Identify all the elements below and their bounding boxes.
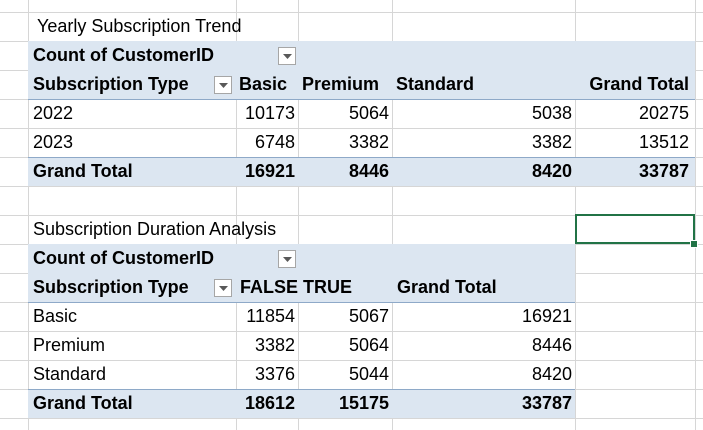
row-label: 2023 bbox=[33, 132, 74, 152]
pivot-header-band bbox=[28, 70, 695, 99]
pivot-title: Yearly Subscription Trend bbox=[37, 16, 242, 36]
table-cell: 18612 bbox=[244, 393, 295, 413]
table-cell: 5044 bbox=[348, 364, 389, 384]
row-label: 2022 bbox=[33, 103, 74, 123]
row-label: Grand Total bbox=[33, 393, 133, 413]
row-gridline bbox=[0, 12, 703, 13]
pivot-header-band bbox=[28, 41, 695, 70]
pivot-header-band bbox=[28, 273, 575, 302]
row-gridline bbox=[0, 331, 703, 332]
table-cell: 3376 bbox=[254, 364, 295, 384]
chevron-down-icon bbox=[219, 83, 228, 88]
row-field-label: Subscription Type bbox=[33, 277, 189, 297]
row-label: Standard bbox=[33, 364, 107, 384]
row-label: Basic bbox=[33, 306, 78, 326]
row-label: Grand Total bbox=[33, 161, 133, 181]
table-cell: 3382 bbox=[348, 132, 389, 152]
table-cell: 15175 bbox=[338, 393, 389, 413]
table-cell: 3382 bbox=[531, 132, 572, 152]
pivot-total-border bbox=[28, 389, 575, 390]
pivot-title: Subscription Duration Analysis bbox=[33, 219, 277, 239]
table-cell: 5064 bbox=[348, 335, 389, 355]
table-cell: 11854 bbox=[246, 306, 295, 326]
table-cell: 8420 bbox=[531, 364, 572, 384]
row-field-label: Subscription Type bbox=[33, 74, 189, 94]
pivot-header-band bbox=[28, 244, 575, 273]
pivot-header-border bbox=[28, 99, 695, 100]
table-cell: 5064 bbox=[348, 103, 389, 123]
row-gridline bbox=[0, 418, 703, 419]
table-cell: 20275 bbox=[638, 103, 689, 123]
column-header: Basic bbox=[239, 74, 288, 94]
table-cell: 8446 bbox=[531, 335, 572, 355]
pivot-total-band bbox=[28, 389, 575, 418]
column-filter-dropdown[interactable] bbox=[278, 250, 296, 268]
table-cell: 33787 bbox=[638, 161, 689, 181]
table-cell: 10173 bbox=[244, 103, 295, 123]
table-cell: 3382 bbox=[254, 335, 295, 355]
pivot-header-border bbox=[28, 302, 575, 303]
row-label: Premium bbox=[33, 335, 106, 355]
table-cell: 6748 bbox=[254, 132, 295, 152]
column-filter-dropdown[interactable] bbox=[278, 47, 296, 65]
chevron-down-icon bbox=[219, 286, 228, 291]
fill-handle[interactable] bbox=[690, 240, 698, 248]
column-header: TRUE bbox=[303, 277, 352, 297]
row-filter-dropdown[interactable] bbox=[214, 76, 232, 94]
pivot-total-band bbox=[28, 157, 695, 186]
value-field-label: Count of CustomerID bbox=[33, 248, 214, 268]
active-cell-selection[interactable] bbox=[575, 214, 695, 244]
table-cell: 13512 bbox=[638, 132, 689, 152]
table-cell: 5038 bbox=[531, 103, 572, 123]
row-gridline bbox=[0, 215, 703, 216]
value-field-label: Count of CustomerID bbox=[33, 45, 214, 65]
row-filter-dropdown[interactable] bbox=[214, 279, 232, 297]
table-cell: 8420 bbox=[531, 161, 572, 181]
table-cell: 16921 bbox=[521, 306, 572, 326]
column-header: Standard bbox=[396, 74, 475, 94]
table-cell: 33787 bbox=[521, 393, 572, 413]
chevron-down-icon bbox=[283, 54, 292, 59]
row-gridline bbox=[0, 128, 703, 129]
pivot-total-border bbox=[28, 157, 695, 158]
column-header: FALSE bbox=[240, 277, 299, 297]
row-gridline bbox=[0, 186, 703, 187]
column-header: Premium bbox=[302, 74, 380, 94]
column-header: Grand Total bbox=[397, 277, 497, 297]
row-gridline bbox=[0, 360, 703, 361]
table-cell: 5067 bbox=[348, 306, 389, 326]
column-header: Grand Total bbox=[589, 74, 689, 94]
table-cell: 16921 bbox=[244, 161, 295, 181]
chevron-down-icon bbox=[283, 257, 292, 262]
table-cell: 8446 bbox=[348, 161, 389, 181]
